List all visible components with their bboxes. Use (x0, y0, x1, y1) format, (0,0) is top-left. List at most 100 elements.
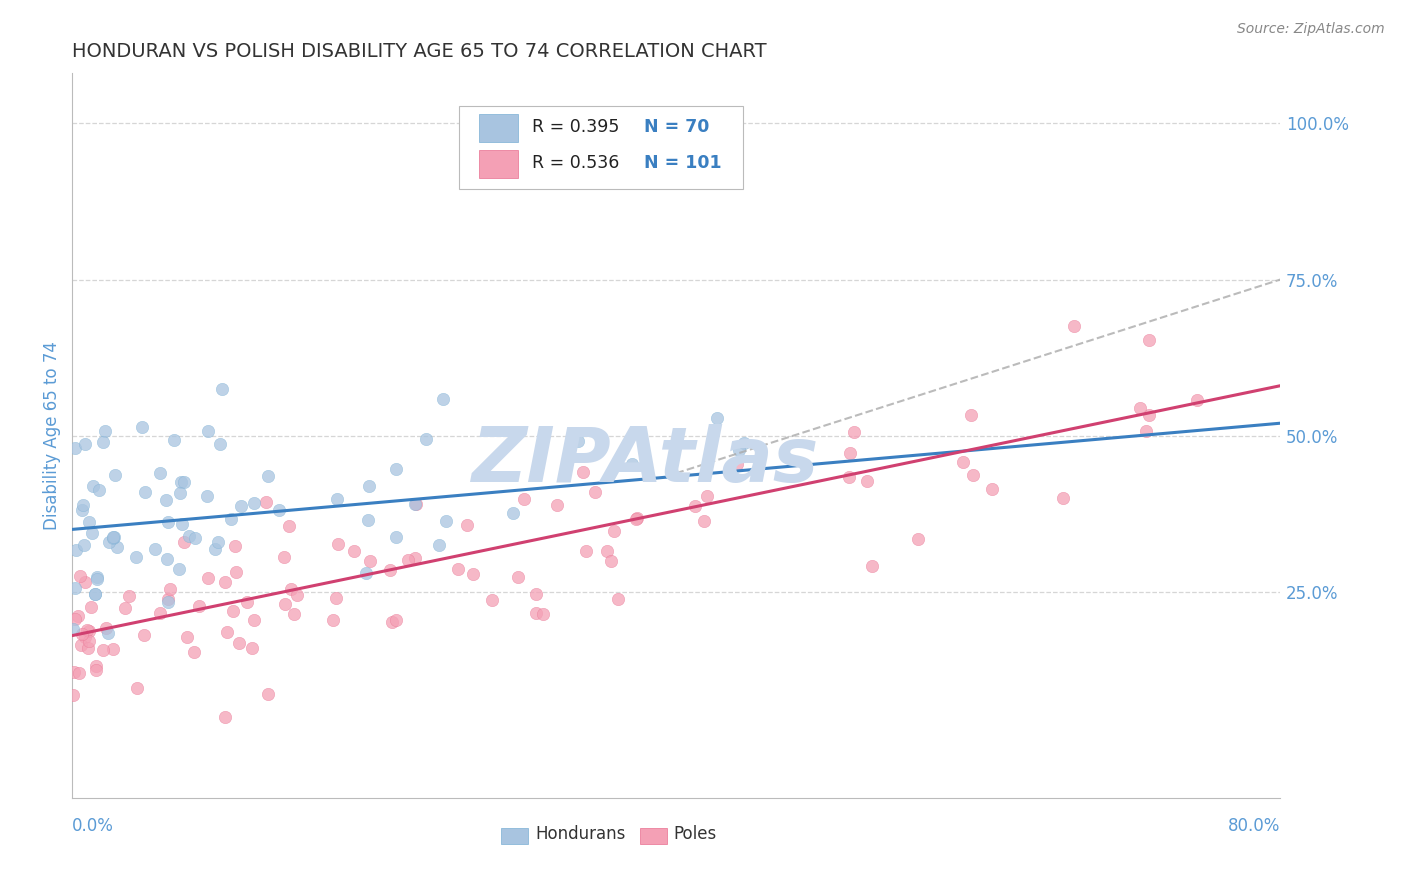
Point (513, 492, 536, 507)
Point (229, 499, 252, 513)
Point (228, 636, 250, 650)
Point (173, 475, 195, 489)
Point (224, 540, 246, 554)
Point (860, 558, 883, 573)
Point (254, 495, 277, 509)
Point (575, 544, 598, 558)
Point (125, 681, 148, 695)
Point (385, 530, 408, 544)
Point (257, 469, 280, 483)
Point (197, 571, 219, 585)
Point (225, 565, 247, 579)
Point (188, 599, 211, 613)
Point (359, 553, 381, 567)
Point (156, 552, 179, 566)
Point (733, 436, 755, 450)
Point (197, 425, 219, 439)
Point (77, 624, 100, 638)
Point (83, 587, 105, 601)
Point (693, 514, 716, 528)
Point (856, 474, 879, 488)
Point (728, 443, 751, 458)
Text: HONDURAN VS POLISH DISABILITY AGE 65 TO 74 CORRELATION CHART: HONDURAN VS POLISH DISABILITY AGE 65 TO … (72, 42, 766, 61)
Point (278, 518, 301, 533)
Point (1128, 401, 1150, 416)
Point (725, 457, 748, 471)
Text: R = 0.536: R = 0.536 (533, 154, 620, 172)
Point (82, 479, 104, 493)
Point (626, 511, 648, 525)
Point (624, 512, 647, 526)
Point (695, 489, 717, 503)
Point (103, 529, 125, 543)
Point (326, 491, 349, 506)
Point (104, 468, 127, 483)
Point (207, 535, 229, 549)
Point (1137, 333, 1160, 347)
Point (396, 553, 419, 567)
Point (222, 603, 245, 617)
Point (84, 587, 107, 601)
Point (62, 622, 84, 636)
Point (706, 411, 728, 425)
Point (103, 641, 125, 656)
Text: Hondurans: Hondurans (534, 825, 626, 843)
Point (169, 485, 191, 500)
Point (97, 535, 120, 549)
Point (80, 526, 103, 541)
Point (70, 627, 93, 641)
Point (89, 483, 111, 498)
Point (156, 591, 179, 606)
Point (94, 424, 117, 438)
Point (621, 457, 644, 471)
Point (235, 595, 257, 609)
Point (567, 434, 589, 448)
Point (134, 628, 156, 642)
Point (322, 613, 344, 627)
Point (596, 544, 619, 558)
Point (73, 630, 96, 644)
Point (204, 541, 226, 556)
Text: N = 101: N = 101 (644, 154, 721, 172)
Point (343, 543, 366, 558)
Point (134, 485, 156, 500)
Point (502, 506, 524, 520)
Point (463, 566, 485, 581)
Point (79, 633, 101, 648)
Y-axis label: Disability Age 65 to 74: Disability Age 65 to 74 (44, 342, 60, 530)
Point (62, 665, 84, 679)
Point (149, 466, 172, 480)
Point (526, 587, 548, 601)
Point (86, 570, 108, 584)
Point (907, 532, 929, 546)
Point (378, 563, 401, 577)
Point (285, 588, 308, 602)
Bar (640, 828, 666, 844)
Point (404, 550, 426, 565)
Point (214, 710, 236, 724)
Point (243, 613, 266, 627)
Point (118, 589, 141, 603)
Bar (501, 828, 527, 844)
Point (273, 598, 295, 612)
Point (70, 638, 93, 652)
Point (65, 612, 87, 626)
Text: 80.0%: 80.0% (1227, 817, 1281, 835)
Text: ZIPAtlas: ZIPAtlas (472, 424, 820, 498)
Point (163, 434, 186, 448)
Bar (479, 150, 517, 178)
Point (114, 600, 136, 615)
Point (243, 496, 266, 510)
Point (981, 483, 1004, 497)
Point (427, 538, 450, 552)
Point (86, 572, 108, 586)
Point (143, 541, 166, 556)
Point (215, 625, 238, 640)
Point (952, 455, 974, 469)
Point (105, 540, 128, 554)
Point (62, 689, 84, 703)
Text: Source: ZipAtlas.com: Source: ZipAtlas.com (1237, 22, 1385, 37)
Point (124, 549, 146, 564)
Point (211, 382, 233, 396)
Point (176, 630, 198, 644)
